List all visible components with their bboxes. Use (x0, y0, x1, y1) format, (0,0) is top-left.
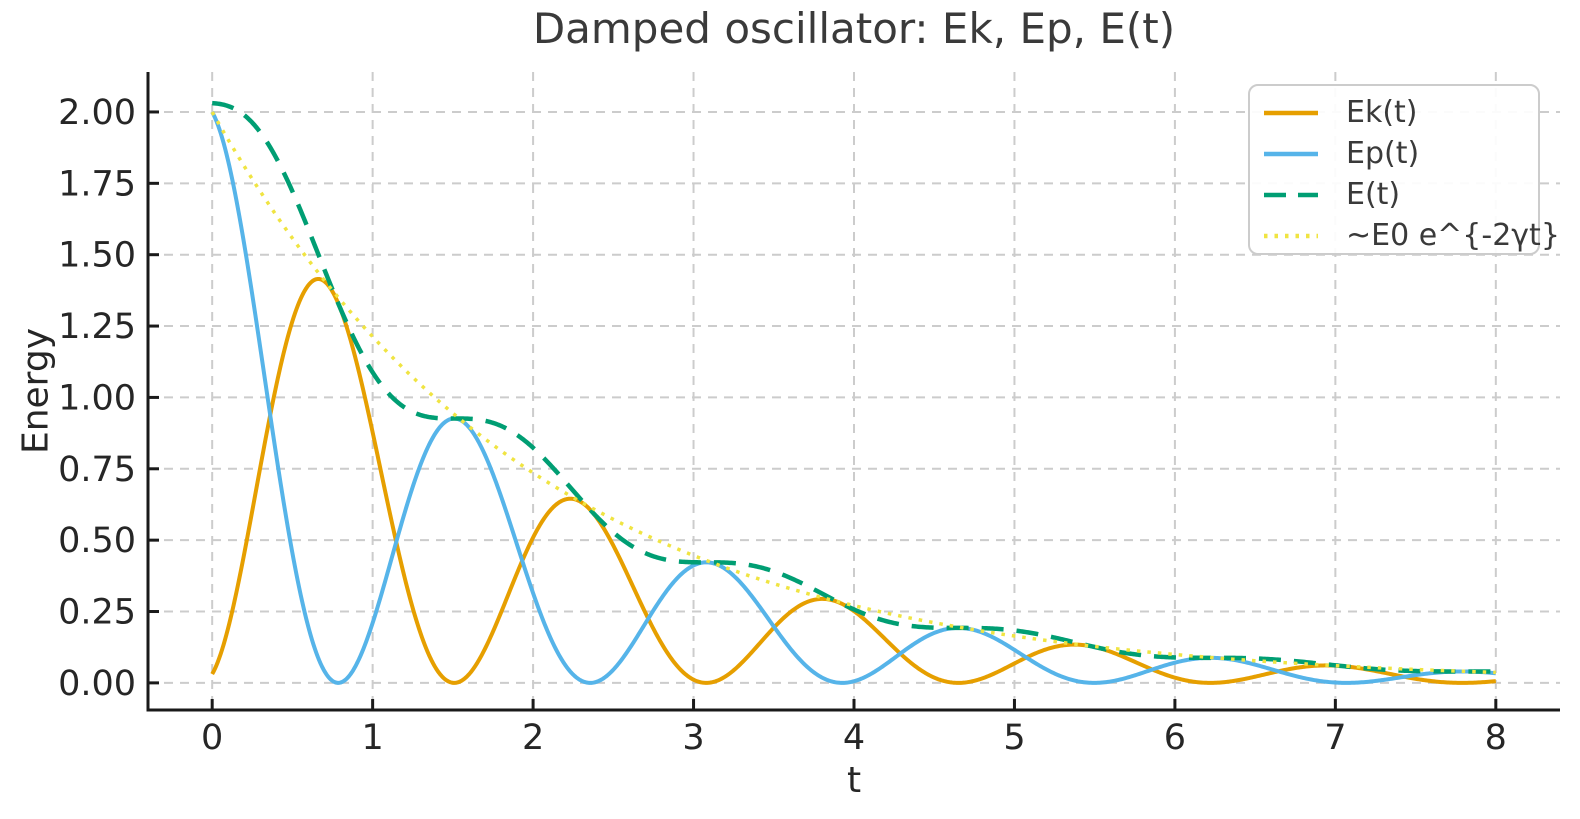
x-tick-label-8: 8 (1485, 718, 1507, 758)
x-tick-label-2: 2 (522, 718, 544, 758)
y-tick-label-1.50: 1.50 (58, 236, 136, 276)
y-tick-label-1.25: 1.25 (58, 307, 136, 347)
legend-label-etotal: E(t) (1346, 177, 1401, 212)
y-tick-label-0.75: 0.75 (58, 450, 136, 490)
chart-title: Damped oscillator: Ek, Ep, E(t) (532, 4, 1176, 53)
x-tick-label-7: 7 (1324, 718, 1346, 758)
y-tick-label-1.75: 1.75 (58, 164, 136, 204)
legend-label-envelope: ~E0 e^{-2γt} (1346, 218, 1560, 253)
legend-item-ek: Ek(t) (1250, 92, 1538, 133)
legend-line-sample-ek (1264, 110, 1318, 115)
legend-label-ek: Ek(t) (1346, 95, 1418, 130)
x-tick-label-6: 6 (1164, 718, 1186, 758)
series-line-e (211, 100, 1497, 674)
legend: Ek(t) Ep(t) E(t) ~E0 e^{-2γt} (1248, 84, 1560, 256)
legend-item-envelope: ~E0 e^{-2γt} (1250, 215, 1560, 256)
legend-label-ep: Ep(t) (1346, 136, 1420, 171)
x-tick-label-1: 1 (361, 718, 383, 758)
legend-line-sample-envelope (1264, 233, 1318, 238)
y-tick-label-2.00: 2.00 (58, 93, 136, 133)
legend-item-ep: Ep(t) (1250, 133, 1538, 174)
y-tick-label-1.00: 1.00 (58, 378, 136, 418)
y-tick-label-0.00: 0.00 (58, 664, 136, 704)
x-tick-label-3: 3 (682, 718, 704, 758)
legend-item-etotal: E(t) (1250, 174, 1538, 215)
x-tick-label-0: 0 (201, 718, 223, 758)
series-line-ep (210, 111, 1497, 685)
x-axis-label: t (846, 760, 862, 801)
legend-line-sample-etotal (1264, 192, 1318, 197)
y-tick-label-0.50: 0.50 (58, 521, 136, 561)
y-tick-label-0.25: 0.25 (58, 593, 136, 633)
y-axis-label: Energy (15, 327, 57, 455)
x-tick-label-5: 5 (1003, 718, 1025, 758)
legend-line-sample-ep (1264, 151, 1318, 156)
x-tick-label-4: 4 (843, 718, 865, 758)
